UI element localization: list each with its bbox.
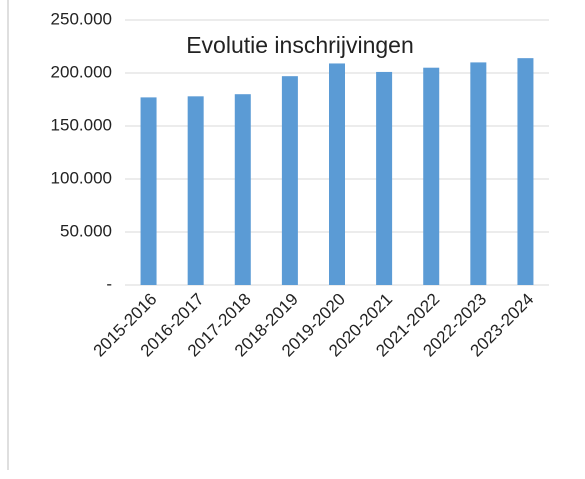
y-tick-label: 200.000 — [51, 62, 112, 81]
y-tick-label: - — [106, 274, 112, 293]
y-tick-label: 150.000 — [51, 115, 112, 134]
y-tick-label: 50.000 — [60, 221, 112, 240]
bar — [470, 62, 487, 286]
bar — [517, 58, 534, 285]
bar — [187, 96, 204, 285]
bar — [140, 97, 157, 285]
bar — [281, 76, 298, 286]
bar — [423, 67, 440, 285]
bar — [376, 71, 393, 285]
chart-title: Evolutie inschrijvingen — [186, 32, 414, 58]
y-tick-label: 250.000 — [51, 9, 112, 28]
y-tick-label: 100.000 — [51, 168, 112, 187]
bar — [329, 63, 345, 286]
bar — [234, 94, 251, 285]
